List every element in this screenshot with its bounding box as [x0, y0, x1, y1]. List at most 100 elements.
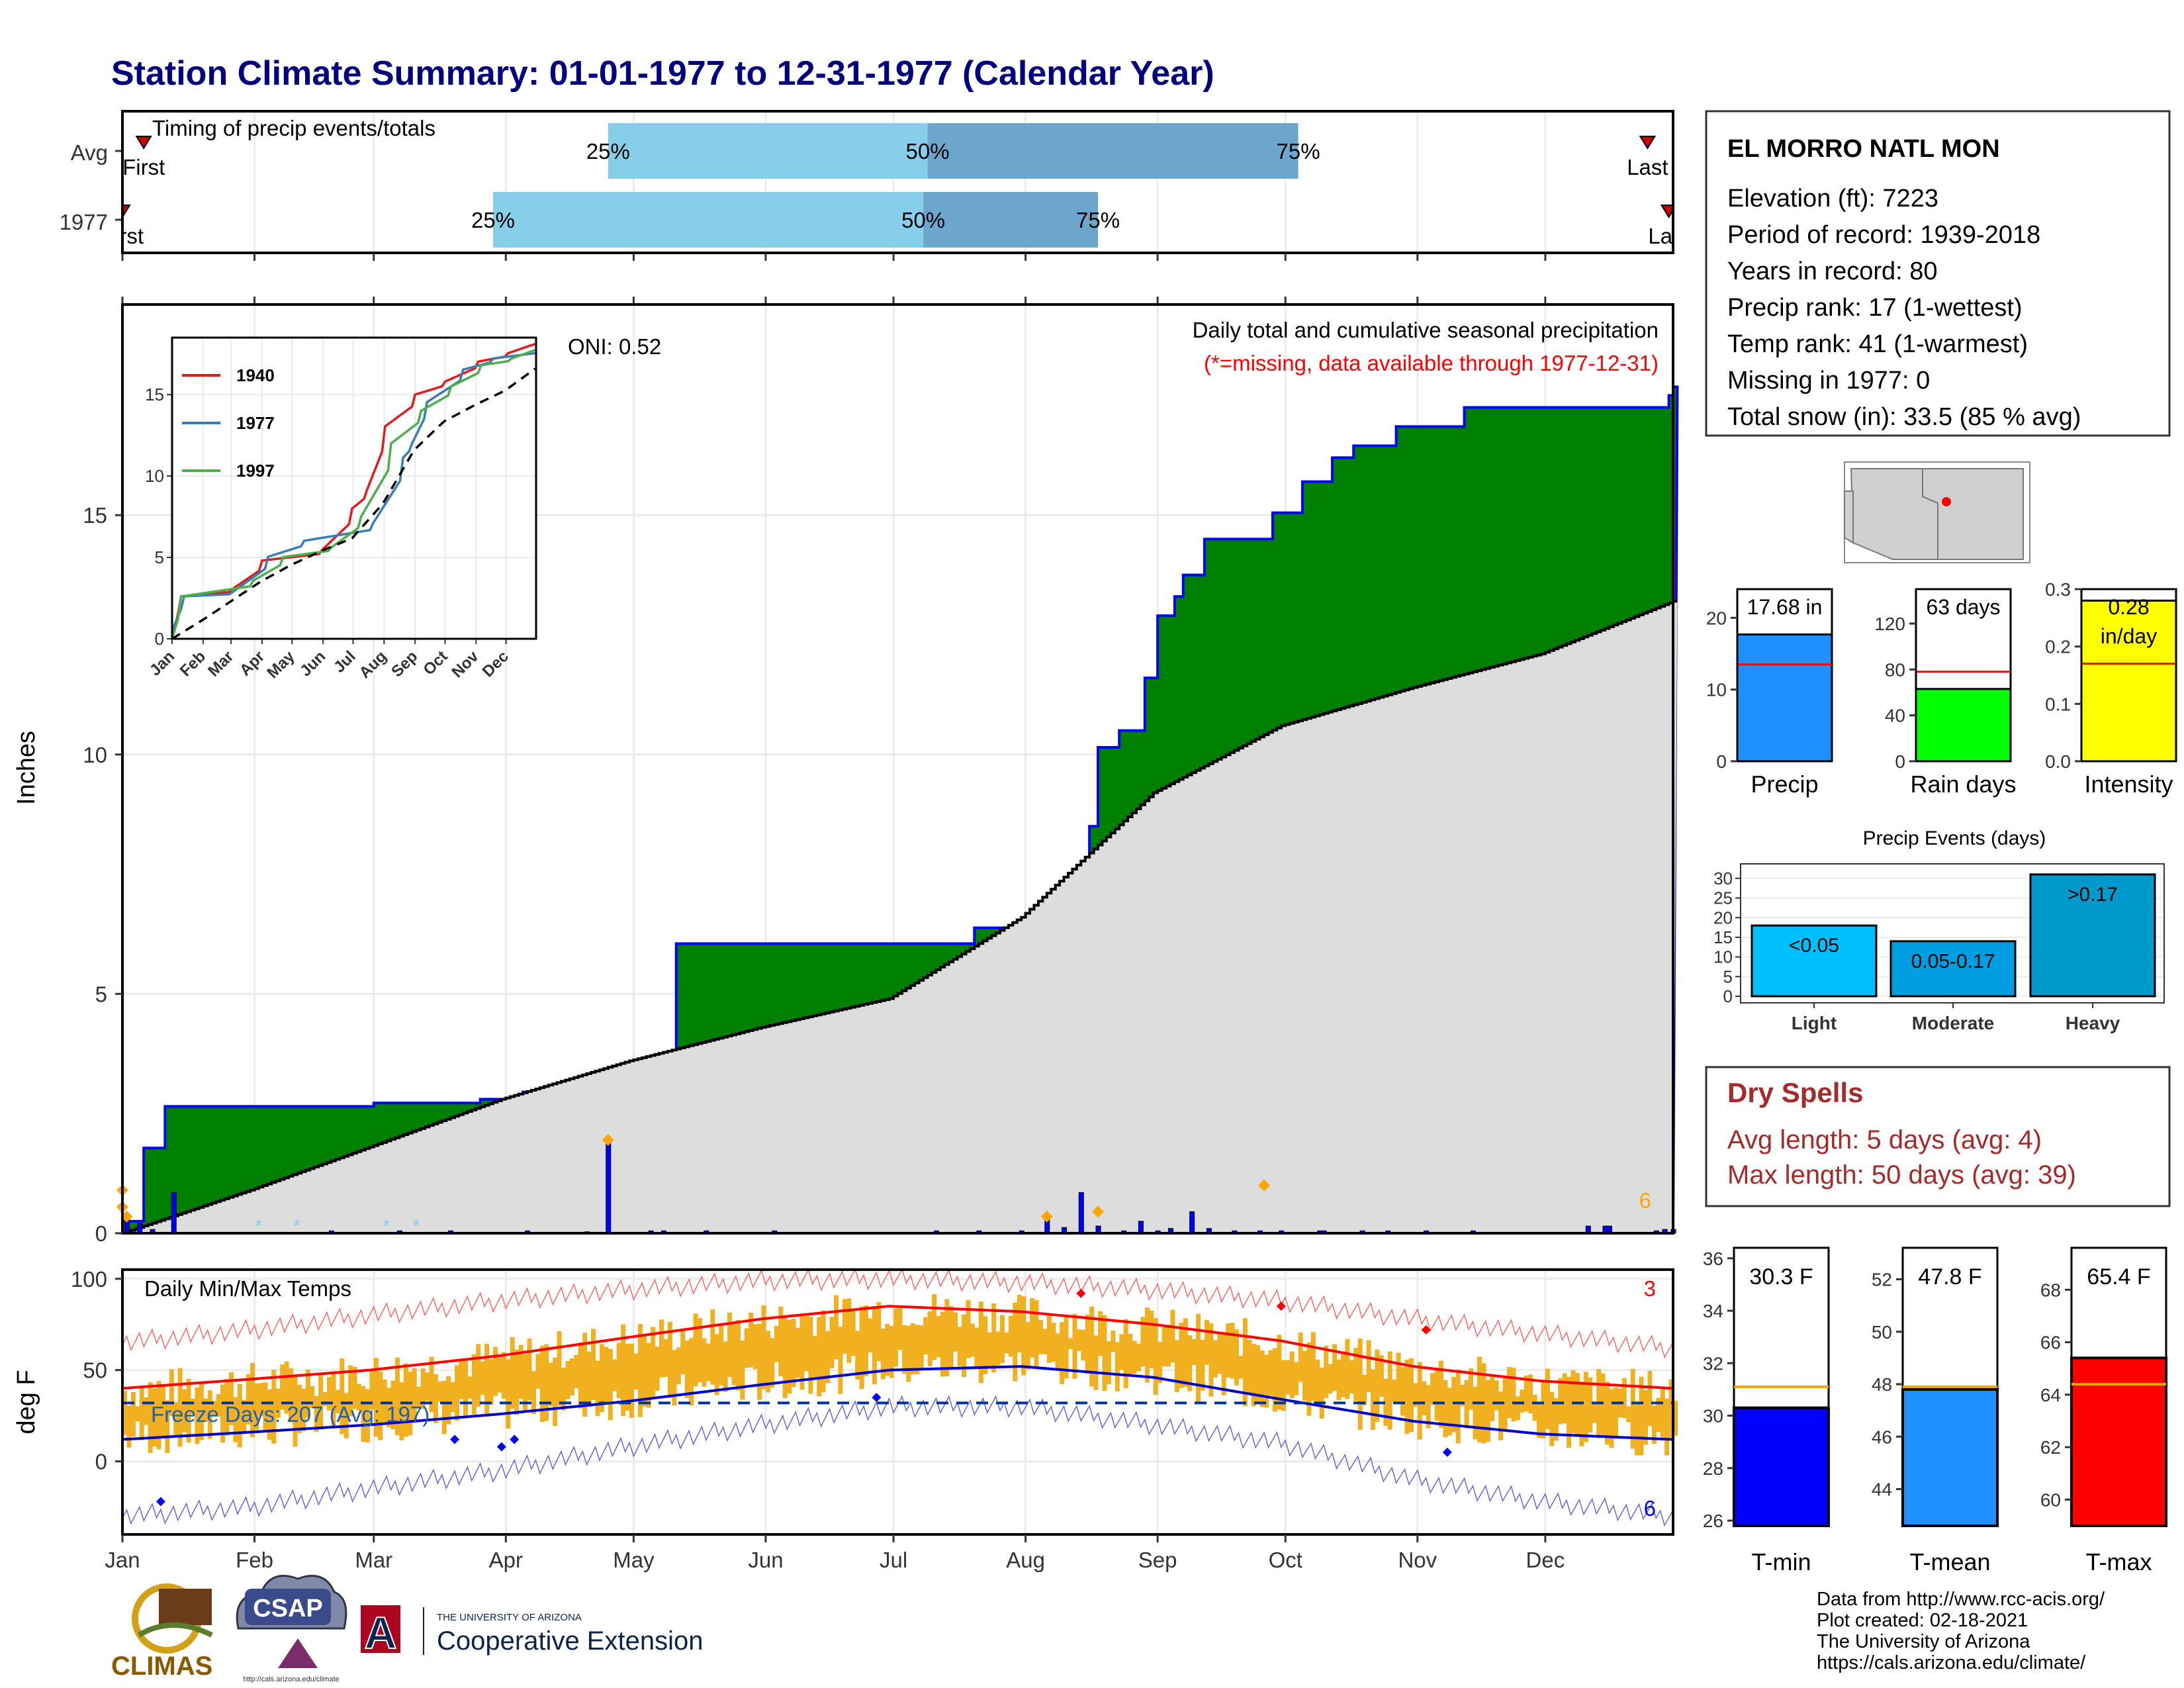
daily-temp-bar: [441, 1380, 447, 1434]
daily-temp-bar: [1498, 1391, 1504, 1440]
events-ytick-label: 10: [1713, 947, 1733, 967]
daily-temp-bar: [740, 1340, 745, 1400]
timing-box-upper: [923, 192, 1099, 248]
temp-bar-ytick-label: 44: [1872, 1479, 1892, 1500]
daily-temp-bar: [254, 1383, 259, 1430]
daily-temp-bar: [995, 1331, 1001, 1366]
daily-temp-bar: [586, 1351, 592, 1407]
daily-temp-bar: [429, 1356, 434, 1413]
daily-temp-bar: [275, 1388, 281, 1418]
daily-temp-bar: [957, 1327, 962, 1367]
inset-year-line: [171, 349, 536, 639]
daily-temp-bar: [1294, 1362, 1299, 1395]
daily-temp-bar: [1379, 1355, 1384, 1397]
daily-temp-bar: [224, 1379, 230, 1436]
month-label: Apr: [489, 1548, 523, 1572]
daily-temp-bar: [1366, 1340, 1371, 1392]
month-label: Jul: [880, 1548, 907, 1572]
mini-bar-unit: in/day: [2101, 624, 2157, 648]
daily-temp-bar: [190, 1398, 196, 1415]
precip-count-label: 6: [1639, 1188, 1651, 1213]
daily-temp-bar: [1264, 1354, 1269, 1408]
daily-temp-bar: [1490, 1374, 1495, 1421]
daily-temp-bar: [910, 1323, 915, 1375]
station-info-box: EL MORRO NATL MON Elevation (ft): 7223 Pe…: [1705, 110, 2171, 437]
mini-bar-ytick-label: 80: [1885, 659, 1905, 680]
daily-temp-bar: [710, 1309, 715, 1385]
timing-box-lower: [493, 192, 924, 248]
daily-temp-bar: [1302, 1350, 1308, 1401]
timing-p50-label: 50%: [906, 139, 950, 164]
daily-temp-bar: [876, 1302, 882, 1362]
daily-temp-bar: [880, 1329, 886, 1380]
daily-temp-bar: [1098, 1311, 1103, 1356]
timing-p25-label: 25%: [586, 139, 630, 164]
daily-precip-bar: [137, 1223, 143, 1234]
daily-temp-bar: [1664, 1399, 1670, 1456]
daily-temp-bar: [599, 1344, 604, 1413]
daily-temp-bar: [1383, 1378, 1388, 1426]
daily-temp-bar: [1438, 1360, 1444, 1428]
daily-temp-bar: [212, 1401, 217, 1415]
daily-temp-bar: [331, 1371, 336, 1427]
daily-temp-bar: [305, 1369, 310, 1417]
daily-temp-bar: [242, 1399, 247, 1434]
record-low-marker: [872, 1393, 882, 1403]
daily-temp-bar: [770, 1338, 775, 1388]
daily-temp-bar: [195, 1387, 200, 1444]
record-max-line: [122, 1268, 1674, 1359]
temp-ytick-label: 0: [95, 1450, 107, 1474]
daily-temp-bar: [1247, 1339, 1252, 1394]
daily-temp-bar: [169, 1369, 174, 1416]
temp-ytick-label: 50: [83, 1358, 107, 1383]
daily-temp-bar: [531, 1371, 536, 1415]
daily-temp-bar: [1494, 1380, 1499, 1411]
daily-temp-bar: [326, 1377, 332, 1411]
daily-temp-bar: [1191, 1338, 1197, 1366]
daily-temp-bar: [948, 1305, 954, 1370]
daily-temp-bar: [387, 1387, 392, 1428]
temp-bar-name: T-mean: [1909, 1548, 1990, 1575]
mini-bar-ytick-label: 0.1: [2045, 694, 2071, 714]
daily-temp-bar: [1336, 1359, 1342, 1401]
daily-temp-bar: [314, 1396, 319, 1432]
daily-temp-bar: [1447, 1387, 1452, 1436]
timing-p50-label: 50%: [901, 208, 945, 232]
daily-temp-bar: [1643, 1389, 1648, 1445]
daily-temp-bar: [774, 1325, 779, 1362]
daily-temp-bar: [348, 1365, 353, 1417]
month-label: Dec: [1526, 1548, 1565, 1572]
daily-temp-bar: [705, 1343, 711, 1382]
daily-temp-bar: [373, 1358, 379, 1437]
daily-temp-bar: [1515, 1396, 1520, 1421]
daily-temp-bar: [1630, 1368, 1635, 1449]
daily-temp-bar: [680, 1329, 686, 1374]
daily-temp-bar: [412, 1368, 417, 1423]
mini-bar-ytick-label: 120: [1874, 614, 1905, 634]
daily-temp-bar: [1255, 1345, 1261, 1403]
station-location-marker: [1942, 497, 1951, 506]
daily-temp-bar: [335, 1389, 340, 1413]
daily-temp-bar: [1660, 1387, 1665, 1438]
events-bar-label: 0.05-0.17: [1911, 951, 1995, 972]
daily-temp-bar: [1017, 1294, 1022, 1353]
daily-temp-bar: [1042, 1329, 1048, 1354]
record-precip-marker: [602, 1133, 614, 1146]
daily-temp-bar: [812, 1336, 817, 1378]
daily-temp-bar: [322, 1392, 328, 1407]
daily-temp-bar: [1408, 1358, 1414, 1432]
daily-temp-bar: [842, 1299, 847, 1354]
daily-temp-bar: [1532, 1394, 1537, 1421]
last-event-label: Last: [1627, 155, 1668, 179]
temp-bar-ytick-label: 26: [1703, 1511, 1723, 1531]
timing-row-year-label: 1977: [60, 210, 108, 234]
daily-temp-bar: [1315, 1359, 1320, 1404]
daily-temp-bar: [970, 1323, 975, 1357]
dry-spells-box: Dry Spells Avg length: 5 days (avg: 4) M…: [1705, 1066, 2171, 1207]
daily-temp-bar: [1651, 1405, 1657, 1444]
daily-temp-bar: [1251, 1344, 1256, 1407]
daily-temp-bar: [1558, 1378, 1563, 1425]
daily-temp-bar: [1400, 1367, 1406, 1416]
daily-temp-bar: [919, 1325, 924, 1371]
temp-summary-bars: 30.3 F 26 28 30 32 34 36 T-min 47.8 F 44 46 48 50 52 T…: [1703, 1246, 2167, 1575]
